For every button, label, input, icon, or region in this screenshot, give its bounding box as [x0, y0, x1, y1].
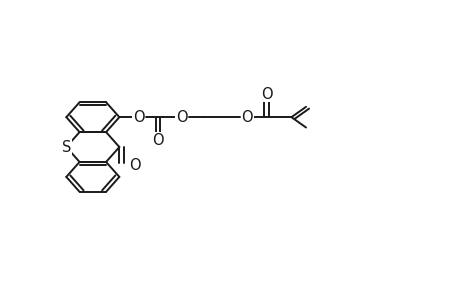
Text: O: O [152, 133, 163, 148]
Text: O: O [132, 110, 144, 125]
Text: O: O [129, 158, 141, 173]
Text: O: O [260, 87, 272, 102]
Text: O: O [176, 110, 187, 125]
Text: O: O [241, 110, 252, 125]
Text: S: S [62, 140, 71, 154]
